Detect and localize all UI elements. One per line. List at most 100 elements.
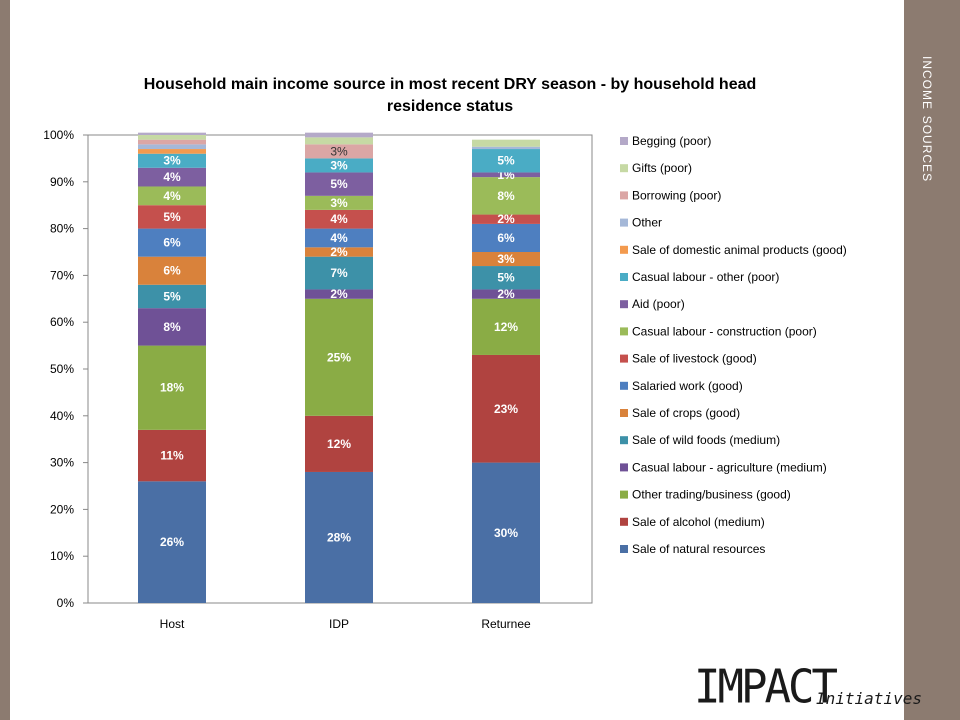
bar-segment (305, 158, 373, 173)
bar-segment (472, 462, 540, 603)
data-label: 3% (330, 158, 348, 172)
data-label: 6% (497, 231, 515, 245)
legend-label: Salaried work (good) (632, 379, 743, 393)
legend-swatch (620, 517, 628, 526)
section-side-panel (904, 0, 960, 720)
data-label: 25% (327, 350, 351, 364)
legend-swatch (620, 463, 628, 472)
legend-label: Other (632, 216, 662, 230)
bar-segment (138, 256, 206, 285)
legend-swatch (620, 354, 628, 363)
legend-label: Borrowing (poor) (632, 188, 721, 202)
bar-segment (305, 289, 373, 299)
bar-segment (138, 481, 206, 603)
data-label: 3% (163, 154, 181, 168)
bar-segment (138, 149, 206, 154)
bar-segment (472, 289, 540, 299)
bar-segment (305, 144, 373, 159)
data-label: 18% (160, 381, 184, 395)
y-tick-label: 80% (50, 222, 74, 236)
bar-segment (472, 266, 540, 290)
legend-label: Begging (poor) (632, 134, 711, 148)
bar-segment (472, 172, 540, 178)
y-tick-label: 90% (50, 175, 74, 189)
bar-segment (305, 256, 373, 290)
bar-segment (138, 186, 206, 206)
y-tick-label: 60% (50, 315, 74, 329)
y-tick-label: 20% (50, 502, 74, 516)
bar-segment (305, 137, 373, 145)
legend-swatch (620, 191, 628, 200)
bar-segment (138, 429, 206, 482)
legend-label: Sale of crops (good) (632, 406, 740, 420)
bar-segment (472, 214, 540, 224)
data-label: 5% (163, 210, 181, 224)
data-label: 6% (163, 264, 181, 278)
data-label: 2% (330, 245, 348, 259)
chart-title: Household main income source in most rec… (143, 76, 757, 115)
y-tick-label: 40% (50, 409, 74, 423)
legend-label: Aid (poor) (632, 297, 685, 311)
bar-segment (138, 284, 206, 309)
bar-segment (138, 167, 206, 187)
data-label: 12% (494, 320, 518, 334)
data-label: 5% (163, 289, 181, 303)
logo-main-text: IMPACT (694, 660, 838, 715)
legend-label: Sale of livestock (good) (632, 352, 757, 366)
y-tick-label: 70% (50, 268, 74, 282)
bar-segment (305, 247, 373, 257)
legend-label: Sale of natural resources (632, 542, 765, 556)
bar-segment (472, 354, 540, 463)
bar-segment (472, 298, 540, 355)
legend-swatch (620, 218, 628, 227)
legend-swatch (620, 273, 628, 281)
data-label: 5% (497, 271, 515, 285)
legend-label: Sale of wild foods (medium) (632, 433, 780, 447)
bar-segment (305, 209, 373, 229)
left-border-strip (0, 0, 10, 720)
data-label: 28% (327, 530, 351, 544)
bar-segment (138, 139, 206, 145)
bar-segment (138, 135, 206, 140)
legend-swatch (620, 137, 628, 145)
y-tick-label: 0% (57, 596, 75, 610)
legend-label: Casual labour - agriculture (medium) (632, 460, 827, 474)
legend-label: Other trading/business (good) (632, 488, 791, 502)
y-tick-label: 100% (43, 128, 74, 142)
data-label: 5% (330, 177, 348, 191)
legend-label: Gifts (poor) (632, 161, 692, 175)
data-label: 26% (160, 535, 184, 549)
x-tick-label: Host (160, 617, 185, 631)
data-label: 5% (497, 154, 515, 168)
bar-segment (138, 228, 206, 257)
bar-segment (138, 132, 206, 135)
bar-segment (305, 471, 373, 603)
data-label: 4% (163, 189, 181, 203)
legend-swatch (620, 245, 628, 254)
bar-segment (138, 205, 206, 229)
bar-segment (305, 172, 373, 196)
bar-segment (138, 144, 206, 150)
legend-swatch (620, 490, 628, 499)
data-label: 30% (494, 526, 518, 540)
data-label: 3% (330, 196, 348, 210)
section-title: Income sources (919, 56, 938, 183)
legend-swatch (620, 300, 628, 309)
bar-segment (305, 415, 373, 472)
bar-segment (472, 149, 540, 173)
data-label: 23% (494, 402, 518, 416)
legend-label: Sale of domestic animal products (good) (632, 243, 847, 257)
legend-swatch (620, 164, 628, 173)
bar-segment (472, 139, 540, 147)
bar-segment (305, 195, 373, 210)
y-tick-label: 50% (50, 362, 74, 376)
data-label: 7% (330, 266, 348, 280)
data-label: 4% (330, 231, 348, 245)
logo-sub-text: Initiatives (816, 689, 922, 708)
legend-label: Casual labour - construction (poor) (632, 324, 817, 338)
legend-swatch (620, 409, 628, 417)
bar-segment (472, 177, 540, 215)
bar-segment (472, 252, 540, 267)
y-tick-label: 10% (50, 549, 74, 563)
